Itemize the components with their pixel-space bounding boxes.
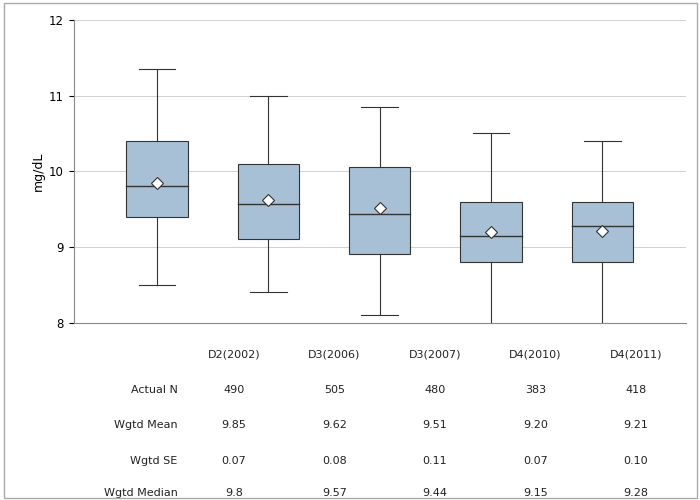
Text: 9.44: 9.44 xyxy=(422,488,447,498)
Text: 9.57: 9.57 xyxy=(322,488,347,498)
Text: 9.15: 9.15 xyxy=(523,488,547,498)
Text: 9.21: 9.21 xyxy=(623,420,648,430)
Text: 9.28: 9.28 xyxy=(623,488,648,498)
FancyBboxPatch shape xyxy=(238,164,299,240)
Text: 9.62: 9.62 xyxy=(322,420,347,430)
FancyBboxPatch shape xyxy=(349,168,410,254)
Text: 0.08: 0.08 xyxy=(322,456,346,466)
FancyBboxPatch shape xyxy=(572,202,633,262)
Text: 9.51: 9.51 xyxy=(423,420,447,430)
Text: 9.20: 9.20 xyxy=(523,420,548,430)
Text: 480: 480 xyxy=(424,385,445,395)
Text: 418: 418 xyxy=(625,385,646,395)
Y-axis label: mg/dL: mg/dL xyxy=(32,152,45,191)
Text: D4(2011): D4(2011) xyxy=(610,350,662,360)
Text: D4(2010): D4(2010) xyxy=(509,350,561,360)
Text: D3(2007): D3(2007) xyxy=(409,350,461,360)
Text: Actual N: Actual N xyxy=(131,385,178,395)
Text: D2(2002): D2(2002) xyxy=(208,350,260,360)
FancyBboxPatch shape xyxy=(127,141,188,216)
Text: 0.11: 0.11 xyxy=(423,456,447,466)
Text: 505: 505 xyxy=(324,385,345,395)
Text: 0.10: 0.10 xyxy=(624,456,648,466)
Text: D3(2006): D3(2006) xyxy=(308,350,360,360)
Text: Wgtd Mean: Wgtd Mean xyxy=(114,420,178,430)
Text: 9.85: 9.85 xyxy=(221,420,246,430)
Text: 0.07: 0.07 xyxy=(523,456,547,466)
Text: Wgtd Median: Wgtd Median xyxy=(104,488,178,498)
FancyBboxPatch shape xyxy=(461,202,522,262)
Text: 383: 383 xyxy=(525,385,546,395)
Text: 9.8: 9.8 xyxy=(225,488,243,498)
Text: 490: 490 xyxy=(223,385,244,395)
Text: 0.07: 0.07 xyxy=(222,456,246,466)
Text: Wgtd SE: Wgtd SE xyxy=(130,456,178,466)
